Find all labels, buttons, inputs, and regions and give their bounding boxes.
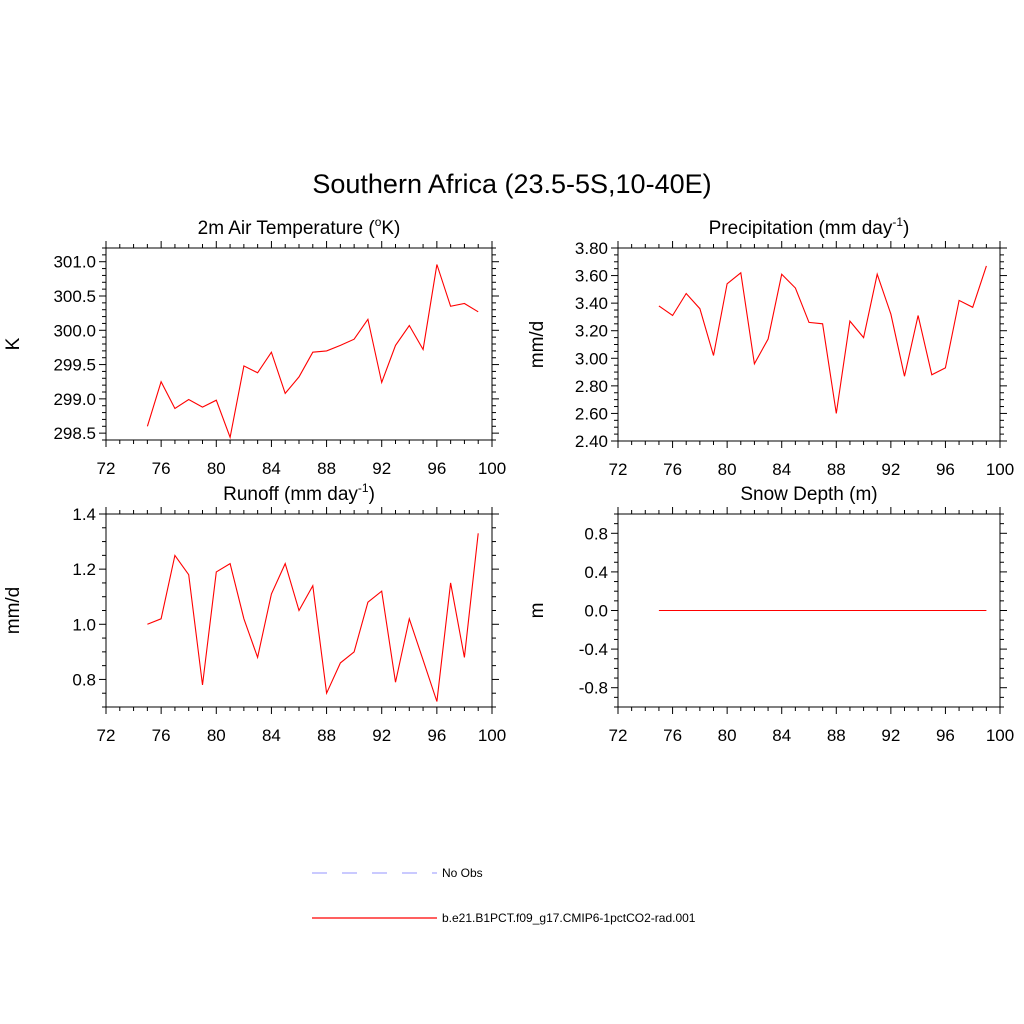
x-tick-label: 100	[986, 460, 1014, 479]
x-tick-label: 72	[97, 459, 116, 478]
x-tick-label: 100	[478, 726, 506, 745]
x-tick-label: 88	[317, 726, 336, 745]
y-tick-label: 298.5	[53, 424, 96, 443]
panel-title: Precipitation (mm day-1)	[709, 215, 910, 239]
series-line-1	[147, 533, 479, 702]
panel-title-main: Snow Depth (m)	[740, 484, 877, 505]
y-axis-label: mm/d	[527, 321, 548, 369]
legend: No Obs b.e21.B1PCT.f09_g17.CMIP6-1pctCO2-…	[312, 866, 696, 925]
panel-1: 72 76 80 84 88 92 96 100 298.5 299.0 299.5 300.0 300…	[3, 215, 506, 478]
x-tick-label: 88	[827, 726, 846, 745]
x-tick-label: 80	[207, 726, 226, 745]
series-line-1	[146, 264, 479, 440]
panel-title-sup: -1	[358, 481, 369, 495]
x-tick-label: 72	[97, 726, 116, 745]
x-tick-label: 84	[772, 460, 791, 479]
y-tick-label: 3.00	[575, 349, 608, 368]
panel-title-main: Precipitation (mm day	[709, 218, 893, 239]
y-tick-label: 0.8	[72, 670, 96, 689]
y-tick-label: -0.8	[579, 679, 608, 698]
x-tick-label: 88	[317, 459, 336, 478]
panel-title: Runoff (mm day-1)	[223, 481, 375, 505]
x-tick-label: 92	[881, 460, 900, 479]
panel-4: 72 76 80 84 88 92 96 100 -0.8 -0.4 0.0 0.4 0.8 Snow D…	[527, 484, 1014, 745]
x-tick-label: 80	[718, 726, 737, 745]
y-tick-label: 3.20	[575, 322, 608, 341]
y-tick-label: -0.4	[579, 640, 608, 659]
y-tick-label: 1.0	[72, 615, 96, 634]
plot-frame	[105, 247, 493, 441]
panel-title-sup: -1	[892, 215, 903, 229]
panel-title: 2m Air Temperature (oK)	[198, 215, 401, 239]
y-tick-label: 0.0	[584, 602, 608, 621]
y-tick-label: 3.60	[575, 267, 608, 286]
y-tick-label: 3.40	[575, 294, 608, 313]
panel-3: 72 76 80 84 88 92 96 100 0.8 1.0 1.2 1.4 Runoff (mm …	[3, 481, 506, 745]
x-tick-label: 84	[772, 726, 791, 745]
x-tick-label: 100	[478, 459, 506, 478]
y-tick-label: 2.80	[575, 377, 608, 396]
y-tick-label: 1.2	[72, 560, 96, 579]
panel-title-end: )	[903, 218, 909, 239]
x-tick-label: 84	[262, 459, 281, 478]
panel-title-end: K)	[381, 218, 400, 239]
y-tick-label: 1.4	[72, 505, 96, 524]
y-tick-label: 3.80	[575, 239, 608, 258]
x-tick-label: 76	[152, 459, 171, 478]
panel-title-main: Runoff (mm day	[223, 484, 358, 505]
x-tick-label: 80	[718, 460, 737, 479]
legend-item-2: b.e21.B1PCT.f09_g17.CMIP6-1pctCO2-rad.00…	[312, 911, 696, 925]
figure-title: Southern Africa (23.5-5S,10-40E)	[312, 169, 711, 199]
panels: 72 76 80 84 88 92 96 100 298.5 299.0 299.5 300.0 300…	[3, 215, 1014, 745]
x-tick-label: 92	[372, 459, 391, 478]
y-tick-label: 300.5	[53, 287, 96, 306]
y-tick-label: 300.0	[53, 321, 96, 340]
plot-frame	[617, 247, 1001, 442]
x-tick-label: 96	[936, 460, 955, 479]
y-tick-label: 299.5	[53, 356, 96, 375]
legend-item-1: No Obs	[312, 866, 483, 880]
x-tick-label: 92	[881, 726, 900, 745]
panel-title: Snow Depth (m)	[740, 484, 877, 505]
y-tick-label: 0.8	[584, 524, 608, 543]
x-tick-label: 88	[827, 460, 846, 479]
x-tick-label: 96	[427, 726, 446, 745]
series-line-1	[658, 265, 987, 414]
x-tick-label: 100	[986, 726, 1014, 745]
x-tick-label: 72	[609, 460, 628, 479]
panel-title-sup: o	[375, 215, 382, 229]
y-tick-label: 301.0	[53, 253, 96, 272]
x-tick-label: 96	[936, 726, 955, 745]
x-tick-label: 80	[207, 459, 226, 478]
y-tick-label: 2.40	[575, 432, 608, 451]
y-axis-label: mm/d	[3, 587, 24, 635]
x-tick-label: 72	[609, 726, 628, 745]
x-tick-label: 76	[663, 726, 682, 745]
y-axis-label: m	[527, 603, 548, 619]
x-tick-label: 84	[262, 726, 281, 745]
panel-title-end: )	[369, 484, 375, 505]
y-tick-label: 0.4	[584, 563, 608, 582]
y-axis-label: K	[3, 337, 24, 350]
y-tick-label: 2.60	[575, 404, 608, 423]
panel-title-main: 2m Air Temperature (	[198, 218, 376, 239]
legend-label: b.e21.B1PCT.f09_g17.CMIP6-1pctCO2-rad.00…	[442, 911, 696, 925]
x-tick-label: 76	[152, 726, 171, 745]
y-tick-label: 299.0	[53, 390, 96, 409]
panel-2: 72 76 80 84 88 92 96 100 2.40 2.60 2.80 3.00 3.20 3.4…	[527, 215, 1014, 479]
legend-label: No Obs	[442, 866, 483, 880]
x-tick-label: 76	[663, 460, 682, 479]
x-tick-label: 96	[427, 459, 446, 478]
x-tick-label: 92	[372, 726, 391, 745]
